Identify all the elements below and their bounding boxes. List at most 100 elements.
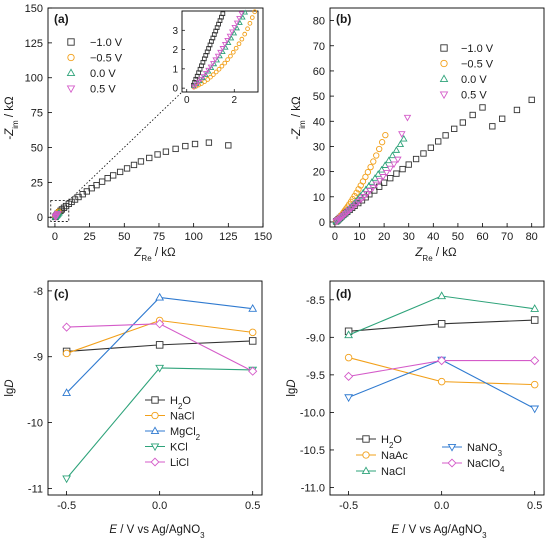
data-point [352,201,360,209]
series-1 [344,353,539,389]
data-point [344,394,354,403]
x-tick-label: 60 [476,231,488,243]
series-4 [62,319,258,376]
inset: 0 2 0 1 2 3 [172,9,259,106]
legend-label: MgCl2 [170,426,201,442]
inset-data-point [231,25,238,31]
legend-marker [440,59,448,68]
legend-marker [439,74,449,83]
inset-data-point [219,46,226,52]
data-point [116,168,124,176]
x-tick-label: 10 [353,231,365,243]
y-tick-label: 75 [31,108,43,120]
plot-frame [47,7,264,228]
zoom-connector [68,91,183,201]
legend-label: NaNO3 [467,442,503,458]
inset-data-point [224,37,230,44]
y-tick-label: 125 [25,38,43,50]
x-tick-label: 125 [219,231,237,243]
legend-marker [440,44,448,52]
legend-label: H2O [170,395,191,411]
legend-label: H2O [381,434,402,450]
series-0 [332,96,535,225]
inset-data-point [220,11,226,17]
data-point [83,188,90,195]
data-point [459,119,466,126]
inset-data-point [202,71,209,77]
y-axis-label: -Zim / kΩ [4,96,20,140]
data-point [437,355,447,366]
inset-data-point [207,64,214,70]
data-point [353,189,360,196]
data-point [388,151,397,159]
data-point [248,337,257,345]
data-point [513,106,521,114]
legend-label: NaAc [381,450,408,462]
plot-frame [329,7,545,228]
inset-data-point [228,53,233,59]
data-point [367,163,374,171]
legend-label: −1.0 V [461,43,494,55]
y-tick-label: -9.0 [306,332,325,344]
data-point [399,165,406,173]
data-point [380,179,388,186]
y-tick-label: -10.0 [300,407,325,419]
inset-data-point [198,77,204,83]
inset-data-point [234,25,240,31]
data-point [469,111,476,119]
legend-label: LiCl [170,457,189,469]
data-point [376,145,383,153]
inset-data-point [236,41,242,47]
data-point [154,151,161,158]
y-tick-label: -9 [33,352,43,364]
series-0 [62,337,257,356]
inset-data-point [249,15,255,20]
x-tick-label: 30 [403,231,415,243]
data-point [248,303,258,312]
inset-data-point [228,35,235,41]
data-point [390,161,398,169]
y-tick-label: 0 [37,212,43,224]
data-point [62,349,71,358]
inset-series-3 [191,11,245,90]
panel-d: -0.5 0.0 0.5 -8.5 -9.0 -9.5 -10.0 -10.5 -11.0 E /… [286,280,545,540]
x-tick-label: 0 [52,231,58,243]
legend-marker [67,53,75,62]
x-tick-label: 100 [184,231,202,243]
inset-data-point [226,33,233,39]
data-point [374,170,382,177]
data-point [104,175,111,182]
data-point [382,131,389,139]
inset-data-point [221,42,228,48]
series-2 [344,291,540,339]
x-tick-label: 150 [254,231,272,243]
y-tick-label: 0 [319,217,325,229]
inset-data-point [200,74,207,80]
y-tick-label: 60 [313,66,325,78]
panel-c: -0.5 0.0 0.5 -8 -9 -10 -11 E / V vs Ag/AgNO3 lgD… [4,280,263,540]
inset-data-point [208,74,213,80]
data-point [437,291,447,300]
legend-marker [66,85,76,94]
data-point [372,181,380,189]
data-point [437,320,446,328]
inset-data-point [222,44,229,50]
data-point [93,182,100,189]
x-tick-label: 50 [118,231,130,243]
data-point [137,158,145,165]
inset-data-point [214,53,221,59]
data-point [386,165,395,173]
legend-marker [447,458,457,468]
y-tick-label: 150 [25,3,43,15]
inset-data-point [242,9,249,15]
data-point [248,366,258,376]
data-point [155,292,165,301]
y-tick-label: 30 [313,141,325,153]
inset-data-point [238,11,245,17]
inset-y-tick-label: 2 [172,45,178,56]
inset-data-point [210,61,216,67]
legend-marker [150,457,160,467]
data-point [392,146,401,153]
